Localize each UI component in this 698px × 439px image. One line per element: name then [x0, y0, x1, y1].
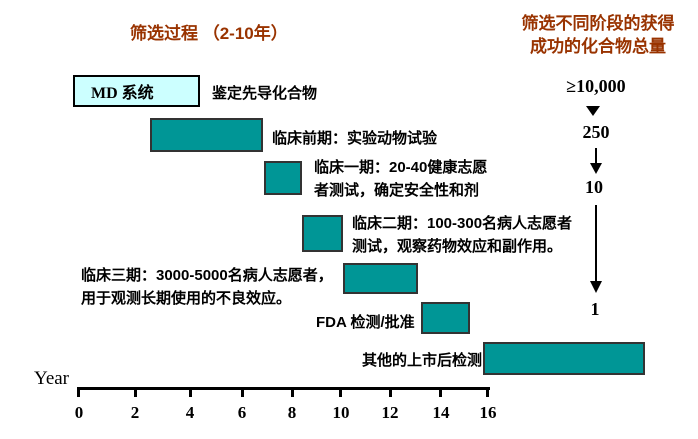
right-title: 筛选不同阶段的获得 成功的化合物总量: [508, 12, 688, 58]
axis-tick: [339, 387, 342, 397]
axis-tick: [291, 387, 294, 397]
phase2-label: 临床二期：100-300名病人志愿者 测试，观察药物效应和副作用。: [352, 215, 573, 255]
lead-identification-label: 鉴定先导化合物: [212, 85, 318, 102]
axis-tick: [134, 387, 137, 397]
axis-tick-label: 8: [287, 403, 297, 422]
bar-post-market: [483, 342, 645, 375]
axis-tick: [241, 387, 244, 397]
axis-tick-label: 12: [381, 403, 399, 422]
preclinical-label: 临床前期：实验动物试验: [272, 130, 438, 147]
down-arrow-icon: [586, 106, 600, 116]
count-250: 250: [582, 122, 610, 142]
count-initial: ≥10,000: [566, 76, 626, 96]
axis-tick-label: 6: [237, 403, 247, 422]
down-arrow-icon: [590, 205, 602, 293]
count-1: 1: [590, 299, 600, 319]
axis-tick-label: 14: [432, 403, 450, 422]
down-arrow-icon: [590, 148, 602, 174]
bar-phase3: [343, 263, 418, 294]
year-axis-label: Year: [34, 368, 70, 389]
year-axis-line: [78, 387, 490, 390]
axis-tick-label: 0: [74, 403, 84, 422]
axis-tick-label: 2: [130, 403, 140, 422]
fda-label: FDA 检测/批准: [316, 314, 415, 331]
count-10: 10: [585, 177, 603, 197]
axis-tick-label: 10: [332, 403, 350, 422]
axis-tick-label: 16: [479, 403, 497, 422]
post-market-label: 其他的上市后检测: [362, 352, 483, 369]
right-title-line2: 成功的化合物总量: [530, 37, 666, 56]
axis-tick: [439, 387, 442, 397]
axis-tick: [189, 387, 192, 397]
axis-tick: [486, 387, 489, 397]
md-system-label: MD 系统: [91, 85, 154, 102]
axis-tick: [389, 387, 392, 397]
axis-tick: [77, 387, 80, 397]
phase1-label: 临床一期：20-40健康志愿 者测试，确定安全性和剂: [314, 159, 488, 199]
md-system-box: MD 系统: [73, 75, 200, 107]
right-title-line1: 筛选不同阶段的获得: [521, 14, 675, 33]
axis-tick-label: 4: [185, 403, 195, 422]
phase3-label: 临床三期：3000-5000名病人志愿者， 用于观测长期使用的不良效应。: [81, 267, 333, 307]
process-title: 筛选过程 （2-10年）: [130, 24, 288, 43]
bar-fda: [421, 302, 470, 334]
bar-phase1: [264, 161, 302, 195]
bar-preclinical: [150, 118, 263, 152]
bar-phase2: [302, 215, 343, 252]
